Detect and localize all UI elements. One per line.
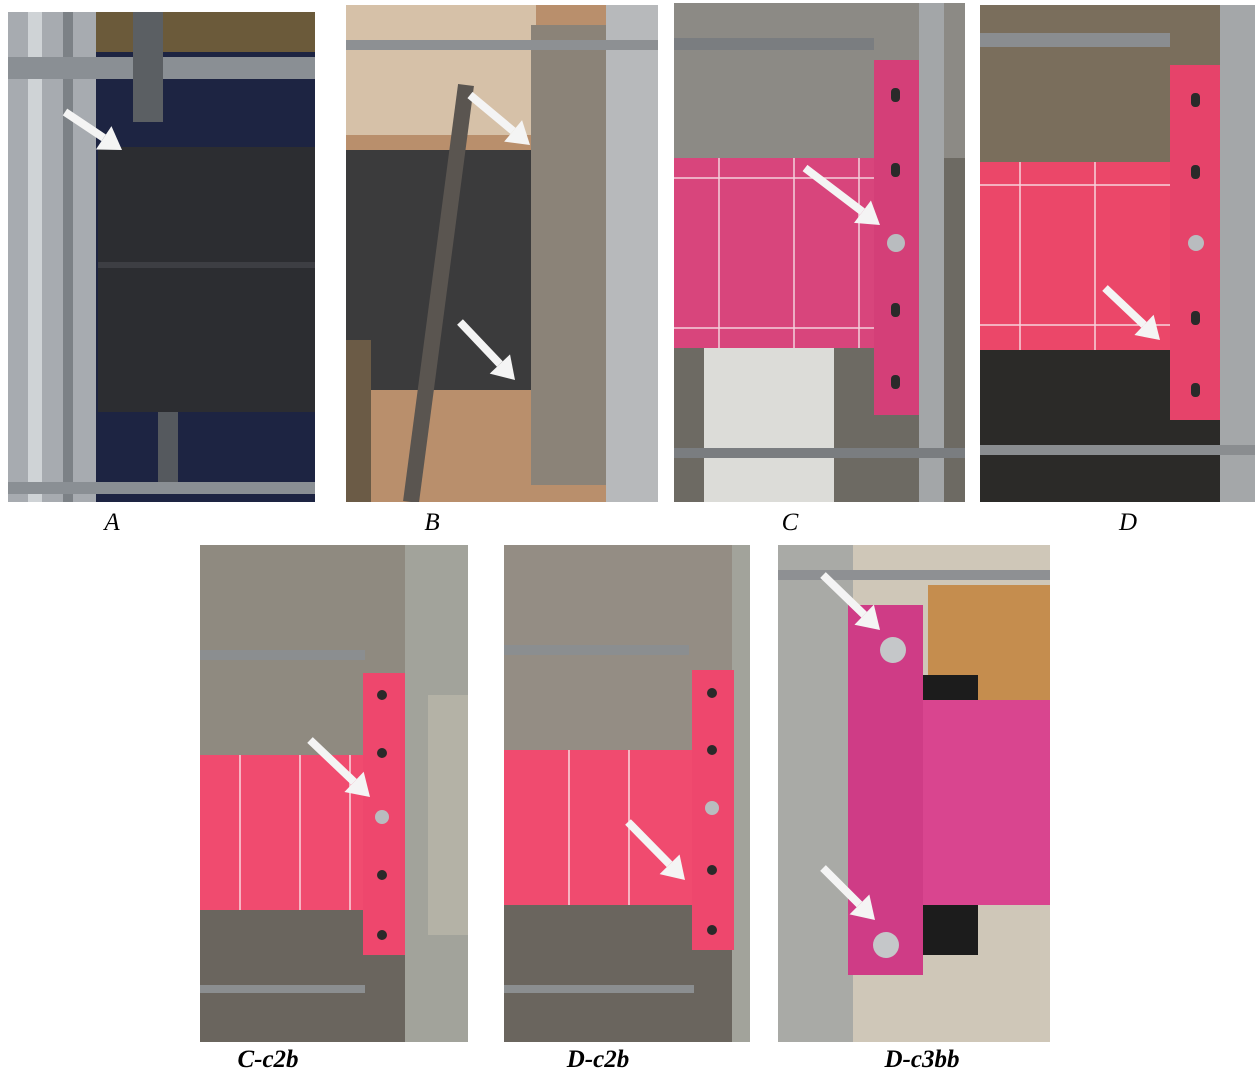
photo-c-c2b — [200, 545, 468, 1042]
photo-c — [674, 3, 965, 502]
photo-b — [346, 5, 658, 502]
photo-d-c2b — [504, 545, 750, 1042]
photo-d-c3bb — [778, 545, 1050, 1042]
figure-canvas: A B C D C-c2b D-c2b D-c3bb — [0, 0, 1260, 1074]
panel-label: B — [424, 509, 439, 536]
panel-label: D — [1118, 509, 1137, 536]
panel-label: C — [782, 509, 799, 536]
panel-label: D-c2b — [566, 1046, 629, 1073]
panel-label: D-c3bb — [884, 1046, 960, 1073]
figure: A B C D C-c2b D-c2b D-c3bb — [0, 0, 1260, 1074]
photo-d — [980, 5, 1255, 502]
panel-label: C-c2b — [237, 1046, 298, 1073]
photo-a — [8, 12, 315, 502]
panel-label: A — [102, 509, 120, 536]
